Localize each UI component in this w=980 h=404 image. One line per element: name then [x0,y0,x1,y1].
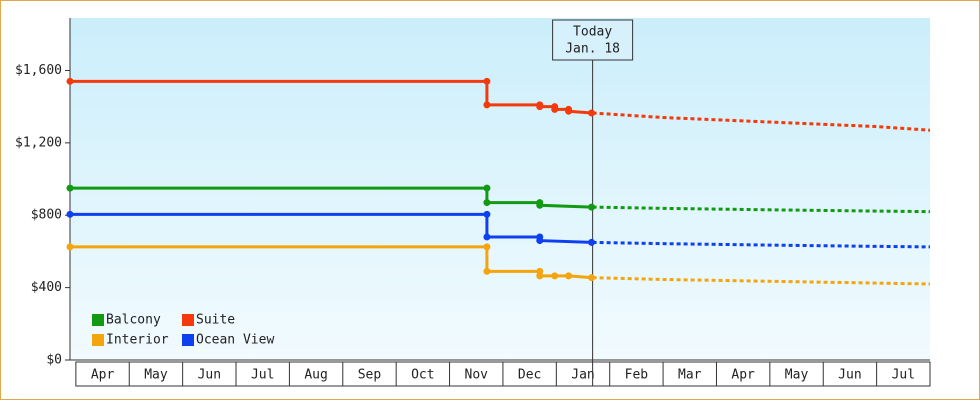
x-tick-label: May [785,368,809,383]
data-point [565,272,573,280]
data-point [536,237,544,245]
y-tick-label: $800 [31,208,62,223]
legend-swatch [182,334,194,346]
x-tick-label: Nov [465,368,489,383]
data-point [483,243,491,251]
legend-swatch [92,314,104,326]
x-tick-label: Mar [678,368,702,383]
series-line [70,186,592,209]
data-point [66,243,74,251]
data-point [483,267,491,275]
x-tick-label: Dec [518,368,541,383]
legend-swatch [92,334,104,346]
x-tick-label: Jun [838,368,861,383]
legend-label: Suite [196,313,235,328]
y-tick-label: $0 [46,353,62,368]
legend-label: Balcony [106,313,161,328]
data-point [66,77,74,85]
data-point [483,184,491,192]
x-tick-label: Sep [358,368,382,383]
data-point [483,233,491,241]
x-tick-label: Apr [91,368,115,383]
x-tick-label: Oct [411,368,434,383]
y-tick-label: $1,600 [15,63,62,78]
data-point [536,201,544,209]
x-tick-label: Jul [892,368,915,383]
x-tick-label: Jan [571,368,594,383]
today-box [552,19,634,61]
y-tick-label: $1,200 [15,135,62,150]
data-point [483,199,491,207]
today-label: Jan. 18 [565,42,620,57]
data-point [483,210,491,218]
x-tick-label: Aug [304,368,327,383]
data-point [66,210,74,218]
legend-label: Ocean View [196,333,274,348]
data-point [588,238,596,246]
data-point [588,203,596,211]
legend-swatch [182,314,194,326]
today-label: Today [573,25,612,40]
data-point [483,101,491,109]
x-tick-label: Jun [198,368,221,383]
data-point [536,103,544,111]
forecast-line [592,240,931,249]
data-point [551,272,559,280]
data-point [588,274,596,282]
data-point [66,184,74,192]
x-tick-label: Jul [251,368,274,383]
legend-label: Interior [106,333,169,348]
data-point [551,105,559,113]
data-point [536,272,544,280]
forecast-line [592,205,931,214]
data-point [588,109,596,117]
x-tick-label: Feb [625,368,649,383]
data-point [565,107,573,115]
y-tick-label: $400 [31,280,62,295]
series-line [70,212,592,244]
x-tick-label: Apr [731,368,755,383]
forecast-line [592,111,931,132]
forecast-line [592,276,931,286]
data-point [483,77,491,85]
x-tick-label: May [144,368,168,383]
